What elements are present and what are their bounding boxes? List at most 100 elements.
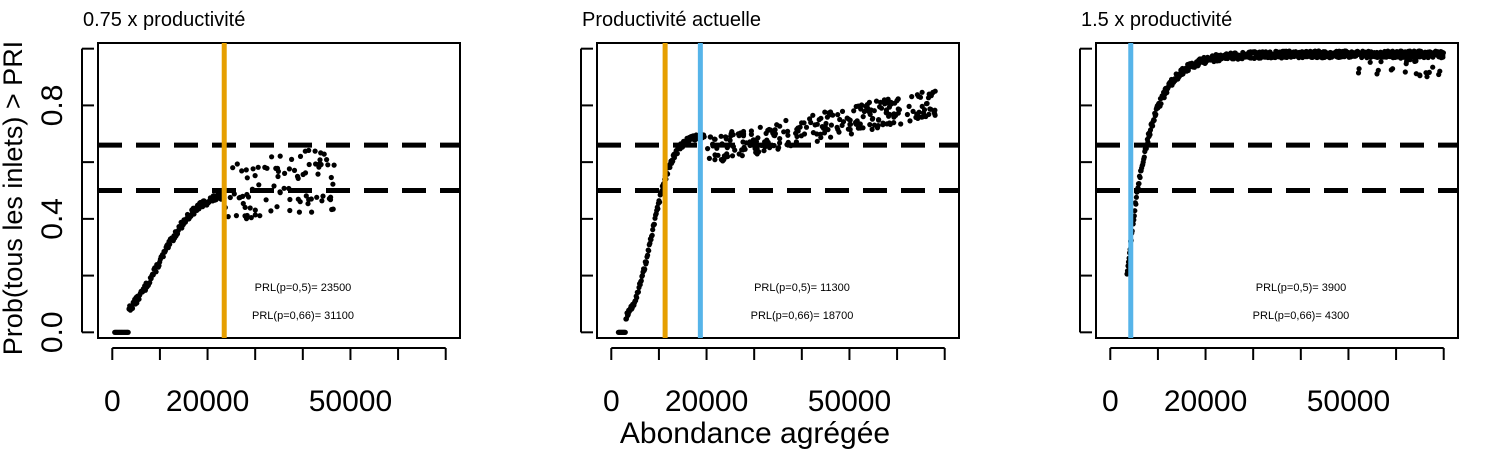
data-point [233,213,239,219]
data-point [707,134,713,140]
data-point [757,124,763,130]
data-point [305,201,311,207]
data-point [798,133,805,139]
data-point [875,123,881,129]
data-point [878,105,885,111]
panel-title: 0.75 x productivité [83,9,245,31]
data-point [732,147,738,153]
data-point [1150,123,1156,129]
data-point [191,211,197,217]
data-point [326,196,332,202]
data-point [860,114,866,120]
prl-annotation: PRL(p=0,5)= 3900 [1256,282,1347,294]
data-point [242,204,248,210]
data-point [919,114,925,120]
data-point [793,139,800,145]
data-point [291,167,298,173]
data-point [814,138,820,144]
data-point [1367,59,1373,65]
data-point [928,93,934,99]
x-tick-label: 20000 [166,385,249,418]
data-point [898,121,904,127]
x-tick-label: 20000 [665,385,748,418]
data-point [1424,74,1430,80]
data-point [921,107,928,113]
data-point [318,161,324,168]
data-point [1147,132,1153,138]
y-tick-label: 0.4 [36,198,69,240]
data-point [306,147,312,153]
data-point [724,145,730,151]
data-point [756,149,762,155]
data-point [638,278,644,284]
data-point [888,99,894,105]
data-point [835,112,841,118]
data-point [286,185,292,192]
data-point [711,136,718,142]
data-point [839,108,846,114]
data-point [1132,208,1138,214]
data-point [739,153,745,159]
data-point [847,117,853,123]
prl-annotation: PRL(p=0,66)= 18700 [751,310,854,322]
data-point [917,94,924,100]
data-point [296,209,302,215]
panels: 0.75 x productivité 0 20000 50000 0.0 0.4 0.8 P… [36,9,1459,418]
data-point [718,157,725,163]
data-point [830,112,836,118]
data-point [714,145,720,151]
data-point [240,200,246,207]
data-point [904,111,911,118]
data-point [1433,52,1439,58]
data-point [729,153,736,159]
data-point [880,120,886,126]
data-point [828,122,835,128]
data-point [706,155,713,161]
data-point [722,134,729,140]
data-point [269,154,275,160]
data-point [635,289,642,295]
data-point [816,117,822,123]
data-point [655,206,661,212]
data-point [167,241,173,247]
data-point [748,131,755,137]
data-point [314,194,320,200]
data-point [324,157,330,163]
y-axis-label: Prob(tous les inlets) > PRI [0,41,28,355]
data-point [256,182,262,188]
data-point [836,129,842,135]
prl-annotation: PRL(p=0,66)= 31100 [252,310,354,322]
data-point [1426,69,1432,75]
data-point [255,164,261,170]
data-point [153,269,159,275]
data-point [857,121,863,127]
data-point [719,141,725,147]
data-point [277,189,283,195]
data-point [645,252,651,258]
data-point [728,131,734,137]
data-point [1430,64,1436,70]
data-point [793,130,799,136]
data-point [225,214,231,220]
data-point [1378,59,1384,65]
x-tick-label: 0 [104,385,121,418]
data-point [863,103,869,109]
data-point [282,170,288,176]
data-point [765,127,771,133]
panel-1: 0.75 x productivité 0 20000 50000 0.0 0.4 0.8 P… [36,9,461,418]
x-tick-label: 50000 [808,385,891,418]
data-point [783,117,789,124]
data-point [894,98,900,104]
data-point [896,107,903,113]
data-point [330,181,336,187]
data-point [817,131,824,137]
data-point [882,101,888,107]
data-point [622,329,628,335]
data-point [136,296,142,302]
panel-title: Productivité actuelle [582,9,761,31]
data-point [784,142,790,148]
data-point [718,133,724,139]
y-tick-label: 0.0 [36,311,69,353]
data-point [735,131,741,137]
